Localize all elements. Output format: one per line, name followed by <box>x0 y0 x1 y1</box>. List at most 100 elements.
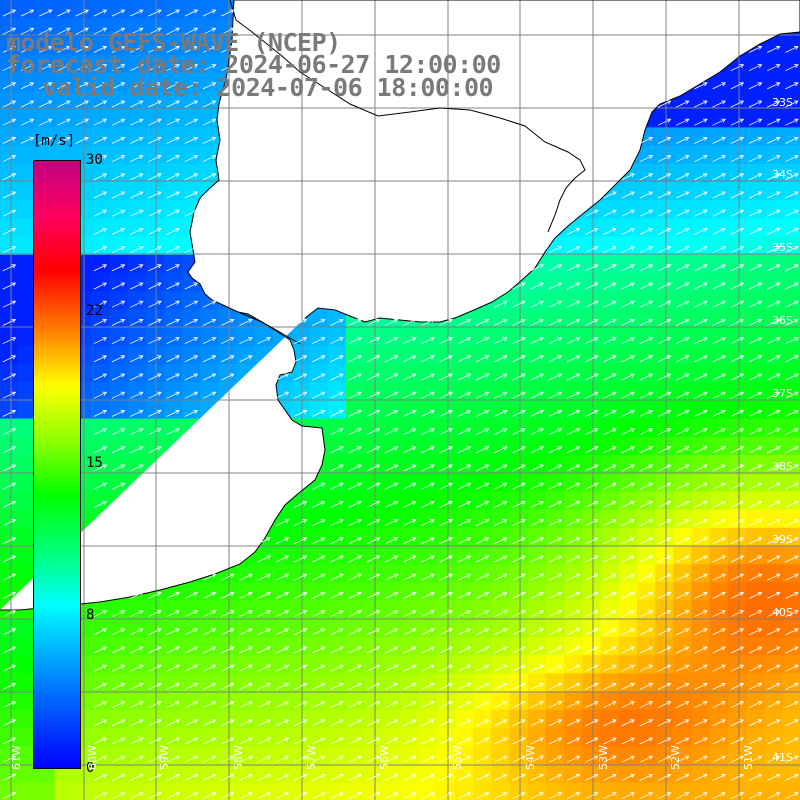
wind-arrow <box>221 45 235 53</box>
wind-arrow <box>221 701 235 709</box>
wind-arrow <box>494 464 508 472</box>
wind-arrow <box>639 464 654 472</box>
wind-arrow <box>730 628 745 636</box>
wind-arrow <box>439 446 453 454</box>
wind-arrow <box>184 337 199 345</box>
wind-arrow <box>548 300 563 308</box>
wind-arrow <box>566 610 581 618</box>
wind-arrow <box>603 792 617 800</box>
wind-arrow <box>712 519 726 527</box>
wind-arrow <box>767 337 781 345</box>
wind-arrow <box>366 755 381 763</box>
wind-arrow <box>585 373 599 381</box>
wind-arrow <box>748 173 763 181</box>
wind-arrow <box>694 719 708 727</box>
lon-label: 60W <box>86 745 99 770</box>
wind-arrow <box>148 737 162 745</box>
wind-arrow <box>585 300 599 308</box>
wind-arrow <box>785 628 799 636</box>
wind-arrow <box>566 500 581 508</box>
wind-arrow <box>2 227 17 235</box>
wind-arrow <box>184 755 199 763</box>
wind-arrow <box>202 628 217 636</box>
wind-arrow <box>530 610 544 618</box>
wind-arrow <box>530 482 544 490</box>
wind-arrow <box>111 428 126 436</box>
wind-arrow <box>512 610 526 618</box>
wind-arrow <box>566 737 581 745</box>
wind-arrow <box>130 773 144 781</box>
lon-label: 51W <box>742 745 755 770</box>
wind-arrow <box>57 100 71 108</box>
wind-arrow <box>111 355 126 363</box>
wind-arrow <box>457 500 472 508</box>
wind-arrow <box>330 409 344 417</box>
wind-arrow <box>184 246 199 254</box>
wind-arrow <box>639 264 654 272</box>
wind-arrow <box>639 136 654 144</box>
wind-arrow <box>93 209 108 217</box>
wind-arrow <box>221 792 235 800</box>
wind-arrow <box>530 300 544 308</box>
wind-arrow <box>475 464 490 472</box>
wind-arrow <box>2 719 17 727</box>
wind-arrow <box>403 573 417 581</box>
wind-arrow <box>330 646 344 654</box>
wind-arrow <box>530 682 544 690</box>
wind-arrow <box>767 682 781 690</box>
wind-arrow <box>767 719 781 727</box>
wind-arrow <box>457 701 472 709</box>
wind-arrow <box>621 227 635 235</box>
wind-arrow <box>694 555 708 563</box>
wind-arrow <box>403 355 417 363</box>
wind-arrow <box>421 482 435 490</box>
wind-arrow <box>512 682 526 690</box>
wind-arrow <box>384 555 399 563</box>
lat-label: 39S <box>772 533 793 546</box>
wind-arrow <box>785 446 799 454</box>
wind-arrow <box>348 719 362 727</box>
wind-arrow <box>657 409 672 417</box>
wind-arrow <box>585 318 599 326</box>
wind-arrow <box>657 191 672 199</box>
wind-arrow <box>184 355 199 363</box>
wind-arrow <box>148 355 162 363</box>
wind-arrow <box>330 482 344 490</box>
wind-arrow <box>166 755 180 763</box>
wind-arrow <box>748 792 763 800</box>
wind-arrow <box>566 792 581 800</box>
wind-arrow <box>621 591 635 599</box>
wind-arrow <box>221 573 235 581</box>
wind-arrow <box>2 173 17 181</box>
wind-arrow <box>148 45 162 53</box>
wind-arrow <box>166 300 180 308</box>
wind-arrow <box>403 391 417 399</box>
wind-arrow <box>330 664 344 672</box>
wind-arrow <box>785 428 799 436</box>
wind-arrow <box>403 446 417 454</box>
wind-arrow <box>184 773 199 781</box>
wind-arrow <box>603 701 617 709</box>
wind-arrow <box>548 555 563 563</box>
wind-arrow <box>767 136 781 144</box>
wind-arrow <box>676 227 690 235</box>
wind-arrow <box>148 391 162 399</box>
wind-arrow <box>639 446 654 454</box>
wind-arrow <box>239 646 253 654</box>
wind-arrow <box>694 428 708 436</box>
wind-arrow <box>767 701 781 709</box>
wind-arrow <box>384 464 399 472</box>
wind-arrow <box>403 755 417 763</box>
wind-arrow <box>748 464 763 472</box>
wind-arrow <box>585 719 599 727</box>
wind-arrow <box>785 537 799 545</box>
wind-arrow <box>275 537 290 545</box>
wind-arrow <box>621 337 635 345</box>
wind-arrow <box>494 773 508 781</box>
wind-arrow <box>621 246 635 254</box>
wind-arrow <box>694 209 708 217</box>
wind-arrow <box>548 591 563 599</box>
wind-arrow <box>621 573 635 581</box>
wind-arrow <box>785 555 799 563</box>
